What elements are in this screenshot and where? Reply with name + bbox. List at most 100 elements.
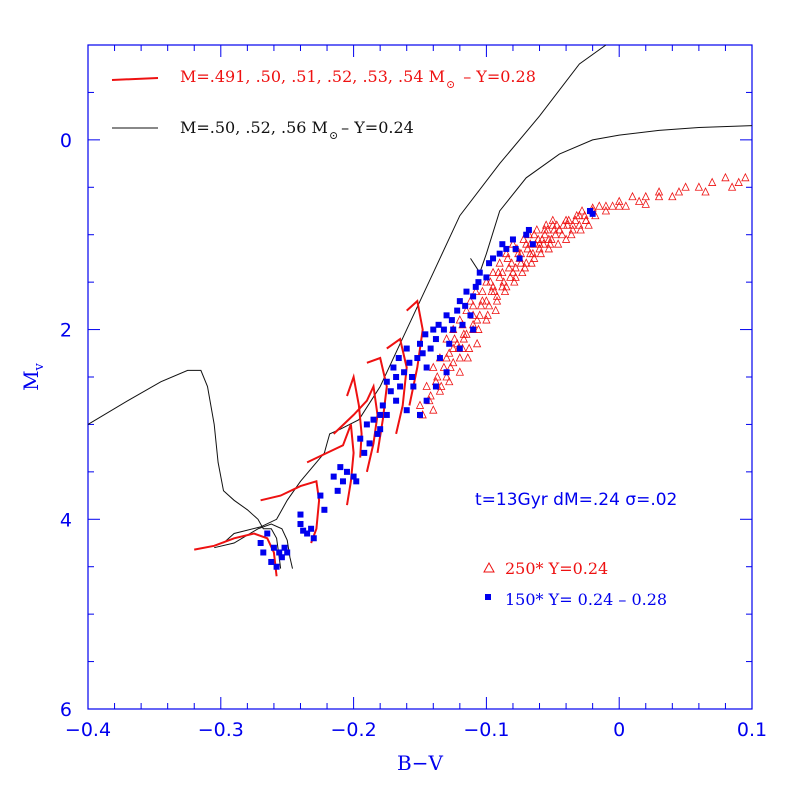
x-tick-label: −0.3: [198, 719, 244, 741]
triangle-point: [548, 220, 557, 229]
triangle-point: [446, 362, 455, 371]
legend-red-suffix: – Y=0.28: [463, 67, 536, 86]
red-track-line: [306, 424, 355, 506]
square-point: [422, 331, 429, 338]
square-point: [529, 241, 536, 248]
triangle-point: [527, 258, 536, 267]
square-point: [281, 544, 288, 551]
legend: M=.491, .50, .51, .52, .53, .54 M ⊙ – Y=0.…: [111, 67, 536, 142]
triangle-point: [483, 310, 492, 319]
square-point: [475, 279, 482, 286]
triangle-point: [557, 229, 567, 239]
triangle-point: [561, 234, 571, 243]
square-point: [423, 364, 430, 371]
triangle-point: [495, 258, 504, 267]
triangle-point: [468, 300, 478, 310]
red-track-line: [194, 532, 278, 577]
square-point: [390, 364, 397, 371]
triangle-point: [429, 362, 438, 371]
triangle-point: [681, 182, 690, 191]
triangle-point: [495, 272, 504, 281]
triangle-point: [518, 267, 527, 277]
triangle-point: [727, 182, 737, 191]
triangle-point: [540, 225, 549, 234]
triangle-point: [503, 253, 512, 262]
triangle-point: [561, 215, 571, 224]
square-point: [374, 430, 381, 437]
square-point: [427, 345, 434, 352]
y-tick-label: 2: [60, 320, 72, 342]
triangle-point: [522, 239, 531, 248]
square-point: [284, 549, 291, 556]
svg-text:Mv: Mv: [19, 362, 47, 390]
axis-tick-labels: −0.4 −0.3 −0.2 −0.1 0 0.1 0 2 4 6: [60, 130, 767, 741]
triangle-point: [482, 315, 491, 324]
square-point: [454, 307, 461, 314]
square-point: [499, 241, 506, 248]
triangle-point: [435, 386, 445, 395]
square-point: [334, 487, 341, 494]
triangle-point: [459, 334, 468, 343]
square-point: [270, 544, 277, 551]
square-point: [440, 326, 447, 333]
triangle-point: [641, 199, 650, 208]
triangle-point: [701, 187, 710, 196]
triangle-point: [486, 277, 495, 286]
square-point: [443, 369, 450, 376]
triangle-point: [484, 300, 494, 310]
legend-red-label: M=.491, .50, .51, .52, .53, .54 M: [180, 67, 445, 86]
triangle-point: [532, 225, 542, 234]
legend-black-sun: ⊙: [329, 129, 338, 142]
y-axis-label: Mv: [19, 362, 47, 390]
triangle-point: [628, 191, 637, 201]
legend-black-label: M=.50, .52, .56 M: [180, 118, 328, 137]
square-point: [339, 478, 346, 485]
triangle-point: [422, 381, 431, 390]
triangle-point: [615, 201, 624, 210]
square-point: [496, 250, 503, 257]
square-point: [366, 440, 373, 447]
triangle-point: [542, 220, 551, 229]
square-point: [370, 416, 377, 423]
triangle-point: [511, 263, 520, 272]
triangle-point: [575, 210, 584, 220]
square-point: [257, 540, 264, 546]
square-point: [472, 283, 479, 290]
triangle-point: [615, 196, 624, 205]
square-point: [268, 558, 275, 565]
triangle-points: [415, 172, 750, 419]
triangle-point: [474, 324, 483, 333]
square-point: [300, 527, 307, 534]
triangle-point: [567, 229, 576, 239]
triangle-point: [608, 201, 617, 210]
square-point: [430, 326, 437, 333]
triangle-point: [694, 182, 704, 191]
square-point: [353, 478, 360, 485]
square-point: [432, 383, 439, 390]
x-tick-label: 0: [613, 719, 625, 741]
triangle-point: [494, 267, 503, 277]
square-point: [423, 397, 430, 404]
square-point: [297, 521, 304, 528]
triangle-point: [536, 248, 545, 258]
triangle-point: [545, 239, 555, 248]
triangle-point: [429, 405, 438, 414]
triangle-point: [478, 286, 487, 296]
triangle-point: [442, 353, 451, 362]
square-points: [257, 208, 596, 570]
red-track-line: [346, 373, 363, 458]
square-point: [410, 383, 417, 390]
triangle-point: [506, 272, 515, 281]
y-tick-label: 0: [60, 130, 72, 152]
square-point: [350, 473, 357, 480]
square-point: [297, 511, 304, 518]
triangle-point: [500, 286, 510, 296]
triangle-point: [601, 201, 611, 210]
black-track-line: [470, 125, 753, 274]
triangle-point: [621, 201, 630, 210]
square-point: [395, 355, 402, 362]
x-tick-label: −0.1: [463, 719, 509, 741]
triangle-point: [571, 215, 580, 224]
triangle-point: [577, 206, 587, 215]
